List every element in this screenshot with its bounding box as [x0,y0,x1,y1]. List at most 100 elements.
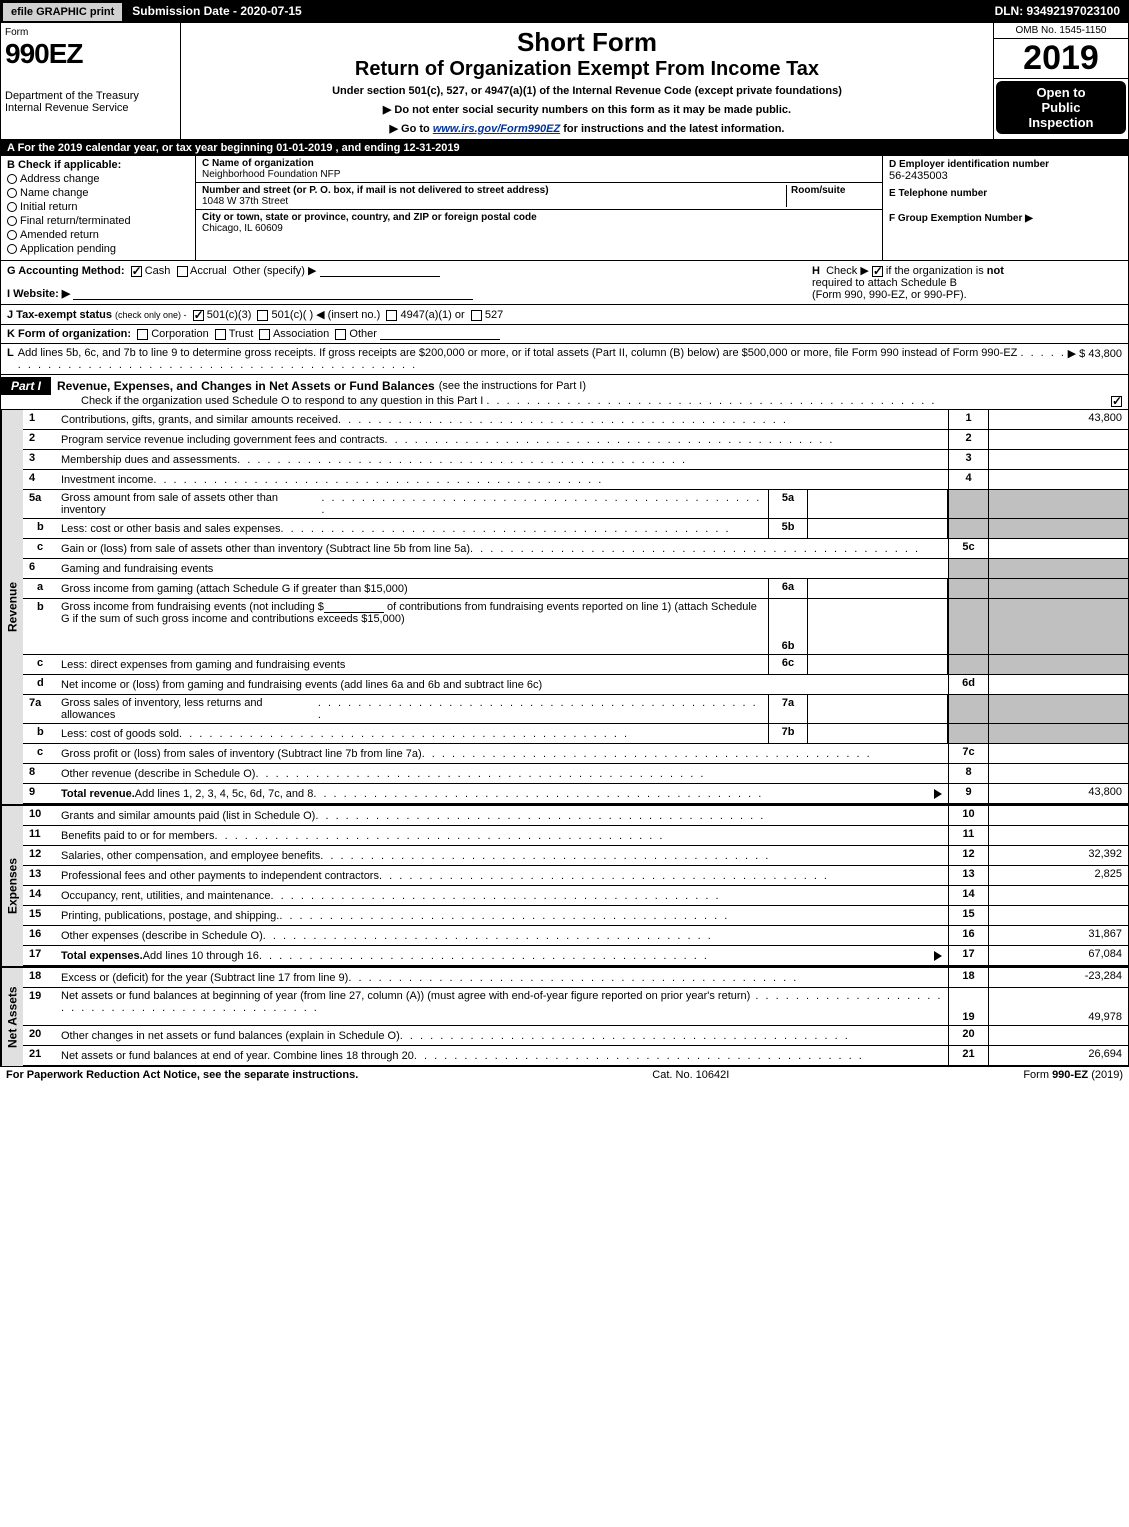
org-name-label: C Name of organization [202,158,314,169]
line-7b: b Less: cost of goods sold 7b [23,724,1128,744]
line-num: b [23,599,57,654]
line-15: 15 Printing, publications, postage, and … [23,906,1128,926]
checkbox-trust[interactable] [215,329,226,340]
line-box-num: 11 [948,826,988,845]
line-value: 31,867 [988,926,1128,945]
checkbox-cash[interactable] [131,266,142,277]
checkbox-schedule-b[interactable] [872,266,883,277]
check-name-change[interactable]: Name change [7,187,189,199]
line-desc: Gross sales of inventory, less returns a… [57,695,768,723]
city-label: City or town, state or province, country… [202,212,537,223]
net-assets-section: Net Assets 18 Excess or (deficit) for th… [1,966,1128,1066]
line-box-num: 7c [948,744,988,763]
line-box-num: 6d [948,675,988,694]
line-box-num: 16 [948,926,988,945]
top-bar-left: efile GRAPHIC print Submission Date - 20… [1,1,310,23]
other-org-input[interactable] [380,328,500,340]
form-org-label: K Form of organization: [7,328,131,340]
irs-link[interactable]: www.irs.gov/Form990EZ [433,123,560,135]
mini-val [808,724,948,743]
check-label: Name change [20,187,89,199]
row-k: K Form of organization: Corporation Trus… [1,325,1128,344]
check-address-change[interactable]: Address change [7,173,189,185]
section-b: B Check if applicable: Address change Na… [1,156,196,260]
section-b-label: B Check if applicable: [7,159,189,171]
h-text3: required to attach Schedule B [812,277,957,289]
revenue-side-label: Revenue [1,410,23,804]
efile-print-button[interactable]: efile GRAPHIC print [2,2,123,22]
part1-title-sub: (see the instructions for Part I) [435,380,586,392]
check-application-pending[interactable]: Application pending [7,243,189,255]
checkbox-4947[interactable] [386,310,397,321]
other-specify-input[interactable] [320,265,440,277]
line-desc: Less: cost or other basis and sales expe… [57,519,768,538]
line-box-num: 4 [948,470,988,489]
line-value-shaded [988,559,1128,578]
mini-num: 5a [768,490,808,518]
line-num: 3 [23,450,57,469]
street-label: Number and street (or P. O. box, if mail… [202,185,549,196]
city-row: City or town, state or province, country… [196,210,882,236]
line-5b: b Less: cost or other basis and sales ex… [23,519,1128,539]
line-17: 17 Total expenses. Add lines 10 through … [23,946,1128,966]
line-desc: Professional fees and other payments to … [57,866,948,885]
h-not: not [987,265,1004,277]
line-value-shaded [988,695,1128,723]
line-5c: c Gain or (loss) from sale of assets oth… [23,539,1128,559]
check-initial-return[interactable]: Initial return [7,201,189,213]
line-box-num: 5c [948,539,988,558]
checkbox-other-org[interactable] [335,329,346,340]
line-box-num: 8 [948,764,988,783]
check-label: Address change [20,173,100,185]
check-final-return[interactable]: Final return/terminated [7,215,189,227]
checkbox-527[interactable] [471,310,482,321]
footer-right: Form 990-EZ (2019) [1023,1069,1123,1081]
expenses-table: 10 Grants and similar amounts paid (list… [23,806,1128,966]
line-num: 13 [23,866,57,885]
line-value-shaded [988,519,1128,538]
goto-line: ▶ Go to www.irs.gov/Form990EZ for instru… [185,122,989,135]
checkbox-schedule-o[interactable] [1111,396,1122,407]
section-d: D Employer identification number 56-2435… [883,156,1128,260]
website-input[interactable] [73,288,473,300]
checkbox-501c[interactable] [257,310,268,321]
checkbox-501c3[interactable] [193,310,204,321]
footer-center: Cat. No. 10642I [652,1069,729,1081]
line-num: 12 [23,846,57,865]
line-num: 11 [23,826,57,845]
checkbox-accrual[interactable] [177,266,188,277]
mini-num: 5b [768,519,808,538]
line-desc: Printing, publications, postage, and shi… [57,906,948,925]
line-19: 19 Net assets or fund balances at beginn… [23,988,1128,1026]
mini-num: 6c [768,655,808,674]
checkbox-corporation[interactable] [137,329,148,340]
line-value [988,450,1128,469]
checkbox-icon [7,202,17,212]
line-desc: Less: direct expenses from gaming and fu… [57,655,768,674]
checkbox-association[interactable] [259,329,270,340]
line-7c: c Gross profit or (loss) from sales of i… [23,744,1128,764]
line-num: 10 [23,806,57,825]
line-value [988,470,1128,489]
line-value [988,744,1128,763]
h-text2: if the organization is [886,265,987,277]
city-state-zip: Chicago, IL 60609 [202,223,283,234]
line-num: 4 [23,470,57,489]
mini-num: 6a [768,579,808,598]
mini-num: 7b [768,724,808,743]
line-num: 1 [23,410,57,429]
net-assets-table: 18 Excess or (deficit) for the year (Sub… [23,968,1128,1066]
open-to-public: Open to Public Inspection [996,81,1126,134]
form-header: Form 990EZ Department of the Treasury In… [1,23,1128,140]
4947-label: 4947(a)(1) or [400,309,464,321]
line-desc: Total expenses. Add lines 10 through 16 [57,946,934,965]
line-num: c [23,744,57,763]
revenue-section: Revenue 1 Contributions, gifts, grants, … [1,410,1128,804]
l-text: Add lines 5b, 6c, and 7b to line 9 to de… [18,347,1068,371]
line-desc: Excess or (deficit) for the year (Subtra… [57,968,948,987]
line-box-num: 20 [948,1026,988,1045]
check-amended-return[interactable]: Amended return [7,229,189,241]
contributions-input[interactable] [324,601,384,613]
line-desc: Contributions, gifts, grants, and simila… [57,410,948,429]
line-desc: Program service revenue including govern… [57,430,948,449]
